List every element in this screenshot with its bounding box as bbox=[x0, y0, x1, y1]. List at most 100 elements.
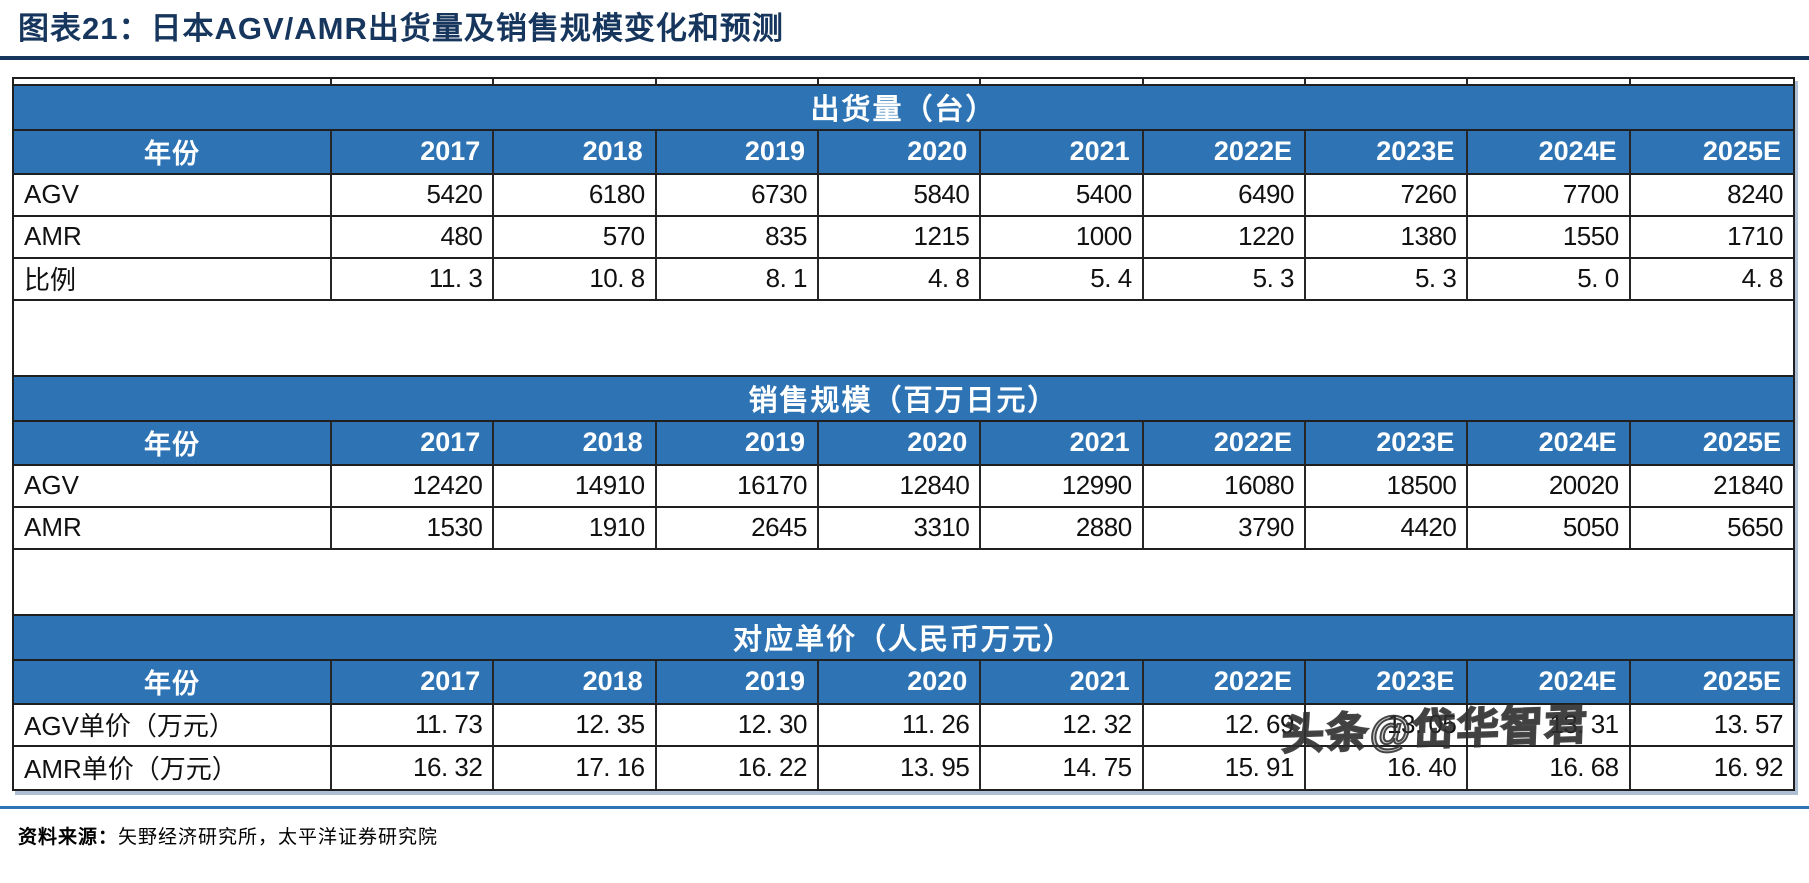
year-cell: 2024E bbox=[1468, 660, 1631, 705]
data-cell: 1550 bbox=[1468, 216, 1631, 259]
year-cell: 2023E bbox=[1305, 660, 1469, 705]
data-cell: 16. 22 bbox=[656, 746, 819, 789]
table-top-strip-cell bbox=[1143, 78, 1306, 86]
data-cell: 6490 bbox=[1143, 174, 1306, 217]
table-top-strip-cell bbox=[818, 78, 982, 86]
year-row-label: 年份 bbox=[14, 130, 332, 175]
data-cell: 21840 bbox=[1630, 465, 1793, 508]
data-cell: 1000 bbox=[981, 216, 1144, 259]
data-cell: 7700 bbox=[1468, 174, 1631, 217]
data-cell: 7260 bbox=[1305, 174, 1469, 217]
table-top-strip-cell bbox=[1630, 78, 1793, 86]
data-cell: 16. 92 bbox=[1630, 746, 1793, 789]
year-cell: 2020 bbox=[818, 660, 982, 705]
data-cell: 5050 bbox=[1468, 507, 1631, 550]
year-cell: 2025E bbox=[1630, 421, 1793, 466]
data-cell: 13. 57 bbox=[1630, 704, 1793, 747]
table-top-strip-cell bbox=[494, 78, 657, 86]
year-cell: 2019 bbox=[656, 421, 819, 466]
year-cell: 2017 bbox=[332, 421, 495, 466]
data-cell: 12. 69 bbox=[1143, 704, 1306, 747]
data-cell: 5420 bbox=[332, 174, 495, 217]
year-row-label: 年份 bbox=[14, 660, 332, 705]
data-cell: 5650 bbox=[1630, 507, 1793, 550]
data-cell: 2645 bbox=[656, 507, 819, 550]
year-cell: 2022E bbox=[1143, 421, 1306, 466]
data-cell: 6180 bbox=[494, 174, 657, 217]
data-cell: 5. 3 bbox=[1305, 258, 1469, 301]
year-cell: 2020 bbox=[818, 421, 982, 466]
data-cell: 5. 0 bbox=[1468, 258, 1631, 301]
data-cell: 17. 16 bbox=[494, 746, 657, 789]
data-cell: 1530 bbox=[332, 507, 495, 550]
data-cell: 6730 bbox=[656, 174, 819, 217]
data-cell: 3310 bbox=[818, 507, 982, 550]
footer-divider bbox=[0, 805, 1809, 809]
row-label: AMR单价（万元） bbox=[14, 746, 332, 789]
row-label: AGV bbox=[14, 465, 332, 508]
data-cell: 10. 8 bbox=[494, 258, 657, 301]
data-cell: 14. 75 bbox=[981, 746, 1144, 789]
data-cell: 13. 95 bbox=[818, 746, 982, 789]
year-cell: 2020 bbox=[818, 130, 982, 175]
table-top-strip-cell bbox=[14, 78, 332, 86]
row-label: AGV bbox=[14, 174, 332, 217]
row-label: AGV单价（万元） bbox=[14, 704, 332, 747]
data-cell: 11. 73 bbox=[332, 704, 495, 747]
data-cell: 4. 8 bbox=[818, 258, 982, 301]
year-cell: 2021 bbox=[981, 660, 1144, 705]
data-cell: 5. 3 bbox=[1143, 258, 1306, 301]
data-cell: 16170 bbox=[656, 465, 819, 508]
data-cell: 16. 32 bbox=[332, 746, 495, 789]
table-top-strip-cell bbox=[1468, 78, 1631, 86]
year-cell: 2024E bbox=[1468, 421, 1631, 466]
data-table: 出货量（台） 年份 2017 2018 2019 2020 2021 2022E 2023E 20… bbox=[12, 76, 1795, 791]
year-cell: 2017 bbox=[332, 660, 495, 705]
year-cell: 2023E bbox=[1305, 421, 1469, 466]
data-cell: 480 bbox=[332, 216, 495, 259]
section-gap bbox=[14, 300, 1793, 377]
year-cell: 2019 bbox=[656, 660, 819, 705]
source-text: 矢野经济研究所，太平洋证券研究院 bbox=[118, 826, 439, 848]
row-label: AMR bbox=[14, 507, 332, 550]
data-cell: 16. 40 bbox=[1305, 746, 1469, 789]
year-cell: 2025E bbox=[1630, 130, 1793, 175]
data-cell: 18500 bbox=[1305, 465, 1469, 508]
year-cell: 2023E bbox=[1305, 130, 1469, 175]
data-cell: 5400 bbox=[981, 174, 1144, 217]
data-cell: 1220 bbox=[1143, 216, 1306, 259]
report-figure-page: 图表21：日本AGV/AMR出货量及销售规模变化和预测 出货量（台） 年份 2017… bbox=[0, 10, 1809, 883]
year-cell: 2018 bbox=[494, 421, 657, 466]
source-prefix: 资料来源： bbox=[18, 826, 119, 848]
data-cell: 1215 bbox=[818, 216, 982, 259]
data-cell: 16080 bbox=[1143, 465, 1306, 508]
data-cell: 1910 bbox=[494, 507, 657, 550]
row-label: AMR bbox=[14, 216, 332, 259]
data-cell: 1380 bbox=[1305, 216, 1469, 259]
data-cell: 14910 bbox=[494, 465, 657, 508]
title-underline bbox=[0, 55, 1809, 60]
year-cell: 2018 bbox=[494, 660, 657, 705]
data-cell: 11. 26 bbox=[818, 704, 982, 747]
row-label: 比例 bbox=[14, 258, 332, 301]
data-cell: 15. 91 bbox=[1143, 746, 1306, 789]
section-header: 出货量（台） bbox=[14, 85, 1793, 131]
data-cell: 12. 30 bbox=[656, 704, 819, 747]
table-top-strip-cell bbox=[1305, 78, 1469, 86]
table-top-strip-cell bbox=[981, 78, 1144, 86]
data-cell: 1710 bbox=[1630, 216, 1793, 259]
data-cell: 16. 68 bbox=[1468, 746, 1631, 789]
year-cell: 2022E bbox=[1143, 130, 1306, 175]
year-cell: 2019 bbox=[656, 130, 819, 175]
year-cell: 2021 bbox=[981, 421, 1144, 466]
page-title: 图表21：日本AGV/AMR出货量及销售规模变化和预测 bbox=[18, 11, 784, 46]
data-cell: 12990 bbox=[981, 465, 1144, 508]
data-cell: 13. 05 bbox=[1305, 704, 1469, 747]
data-cell: 570 bbox=[494, 216, 657, 259]
data-cell: 5840 bbox=[818, 174, 982, 217]
source-line: 资料来源：矢野经济研究所，太平洋证券研究院 bbox=[18, 822, 1809, 849]
section-gap bbox=[14, 549, 1793, 616]
data-cell: 13. 31 bbox=[1468, 704, 1631, 747]
year-cell: 2024E bbox=[1468, 130, 1631, 175]
table-top-strip-cell bbox=[332, 78, 495, 86]
